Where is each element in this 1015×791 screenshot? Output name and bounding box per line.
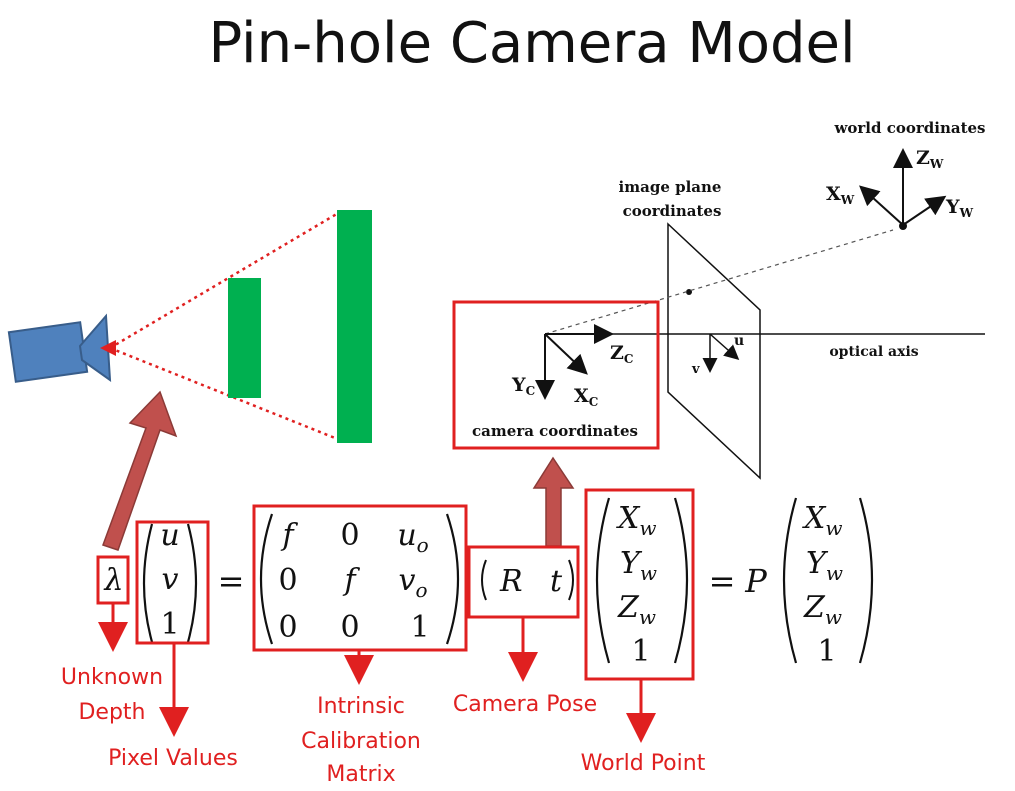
intrinsic-label-2: Calibration (301, 729, 421, 754)
svg-text:YC: YC (511, 374, 535, 398)
pose-matrix: R t (481, 559, 574, 601)
camera-pose-label: Camera Pose (453, 692, 597, 717)
camera-coordinates-label: camera coordinates (472, 422, 638, 440)
pixel-v: v (162, 562, 179, 597)
callout-arrows (98, 603, 656, 743)
world2-1: 1 (817, 634, 836, 669)
zc-axis-label: Z (610, 342, 624, 364)
xw-sub: W (840, 193, 855, 207)
near-object (228, 278, 261, 398)
pixel-1: 1 (160, 607, 179, 642)
svg-text:Yw: Yw (620, 546, 657, 585)
image-plane-label-2: coordinates (623, 202, 722, 220)
world-y: Y (620, 546, 643, 581)
yw-axis-label: Y (945, 196, 960, 218)
projection-p: P (744, 562, 767, 600)
unknown-depth-label-1: Unknown (61, 665, 163, 690)
world2-z: Z (803, 590, 826, 625)
world-vector-2: Xw Yw Zw 1 (782, 497, 874, 669)
svg-text:Zw: Zw (803, 590, 842, 629)
svg-text:YW: YW (945, 196, 974, 220)
pose-r: R (499, 564, 523, 599)
svg-text:ZW: ZW (916, 147, 944, 171)
k11: f (280, 518, 298, 553)
yc-sub: C (526, 384, 536, 398)
pose-t: t (550, 564, 563, 599)
k13: u (397, 518, 416, 553)
world-coordinate-frame: world coordinates ZW XW YW (826, 119, 986, 230)
zw-sub: W (929, 157, 944, 171)
svg-text:vo: vo (399, 563, 428, 602)
k23: v (399, 563, 416, 598)
world-coordinates-label: world coordinates (833, 119, 985, 137)
world-y-sub: w (640, 561, 657, 585)
world-x: X (616, 501, 641, 536)
lambda-symbol: λ (103, 563, 123, 598)
world-x-sub: w (639, 516, 656, 540)
pose-arrow (532, 456, 575, 547)
world2-x-sub: w (825, 516, 842, 540)
unknown-depth-label-2: Depth (78, 700, 145, 725)
image-plane-label-1: image plane (619, 178, 722, 196)
world2-z-sub: w (825, 605, 842, 629)
intrinsic-matrix: f 0 uo 0 f vo 0 0 1 (259, 513, 460, 645)
svg-text:Yw: Yw (806, 546, 843, 585)
xw-axis-label: X (826, 183, 841, 205)
k12: 0 (340, 518, 359, 553)
world2-y: Y (806, 546, 829, 581)
intrinsic-label-3: Matrix (326, 762, 395, 787)
zw-axis-label: Z (916, 147, 930, 169)
yw-sub: W (959, 206, 974, 220)
svg-text:ZC: ZC (610, 342, 633, 366)
k31: 0 (278, 610, 297, 645)
depth-arrow (102, 390, 178, 551)
xc-axis-label: X (574, 385, 589, 407)
intrinsic-label-1: Intrinsic (317, 694, 405, 719)
xc-sub: C (589, 395, 599, 409)
k33: 1 (410, 610, 429, 645)
zc-sub: C (624, 352, 634, 366)
pixel-u: u (160, 518, 179, 553)
camera-coordinates-box (452, 300, 660, 450)
far-object (337, 210, 372, 443)
svg-text:uo: uo (397, 518, 428, 557)
optical-axis-label: optical axis (829, 344, 918, 360)
pixel-values-label: Pixel Values (108, 746, 238, 771)
k23-sub: o (415, 578, 427, 602)
k13-sub: o (417, 533, 429, 557)
world2-x: X (802, 501, 827, 536)
yc-axis-label: Y (511, 374, 526, 396)
page-title: Pin-hole Camera Model (208, 11, 855, 76)
world-vector: Xw Yw Zw 1 (595, 497, 689, 669)
camera-icon (7, 313, 112, 383)
world-z: Z (617, 590, 640, 625)
image-plane: image plane coordinates (619, 178, 761, 480)
projection-equation: λ u v 1 = f 0 uo 0 f vo 0 0 1 (96, 488, 874, 681)
v-axis-label: v (691, 362, 700, 377)
svg-text:Xw: Xw (616, 501, 656, 540)
svg-text:Zw: Zw (617, 590, 656, 629)
world-point-label: World Point (581, 751, 706, 776)
image-axes: u v (691, 333, 744, 377)
projection-ray (544, 229, 894, 335)
k22: f (342, 563, 360, 598)
svg-text:XC: XC (574, 385, 598, 409)
world-1: 1 (631, 634, 650, 669)
world-z-sub: w (639, 605, 656, 629)
pixel-vector: u v 1 (142, 518, 198, 643)
k21: 0 (278, 563, 297, 598)
svg-text:XW: XW (826, 183, 855, 207)
svg-text:Xw: Xw (802, 501, 842, 540)
k32: 0 (340, 610, 359, 645)
camera-coordinate-frame: ZC YC XC camera coordinates (472, 324, 638, 440)
equals-sign-1: = (218, 562, 245, 600)
projection-rays (100, 210, 341, 442)
u-axis-label: u (734, 333, 744, 349)
world2-y-sub: w (826, 561, 843, 585)
equals-sign-2: = (709, 562, 736, 600)
